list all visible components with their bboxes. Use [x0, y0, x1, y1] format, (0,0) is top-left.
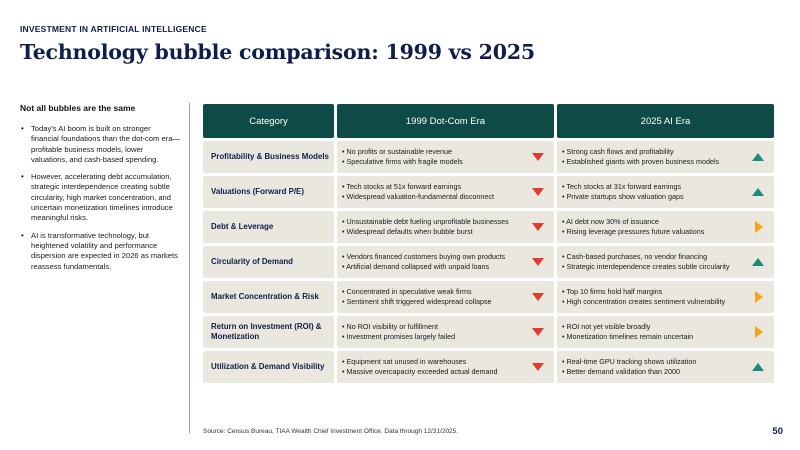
up-triangle-icon [752, 153, 764, 161]
right-triangle-icon [755, 221, 763, 233]
down-triangle-icon [532, 293, 544, 301]
header-category: Category [203, 104, 334, 138]
cell-2025: • Tech stocks at 31x forward earnings • P… [557, 176, 774, 208]
category-cell: Utilization & Demand Visibility [203, 351, 334, 383]
table-row: Utilization & Demand Visibility • Equipme… [203, 351, 774, 383]
cell-bullet: • Top 10 firms hold half margins [562, 287, 663, 297]
cell-bullet: • Sentiment shift triggered widespread c… [342, 297, 492, 306]
cell-bullet: • Equipment sat unused in warehouses [342, 357, 467, 367]
cell-bullet: • Vendors financed customers buying own … [342, 252, 506, 262]
source-note: Source: Census Bureau, TIAA Wealth Chief… [203, 428, 459, 435]
cell-bullet: • Cash-based purchases, no vendor financ… [562, 252, 708, 262]
table-header-row: Category 1999 Dot-Com Era 2025 AI Era [203, 104, 774, 138]
cell-bullet: • Monetization timelines remain uncertai… [562, 332, 694, 341]
cell-bullet: • Real-time GPU tracking shows utilizati… [562, 357, 697, 367]
cell-2025: • ROI not yet visible broadly • Monetizat… [557, 316, 774, 348]
down-triangle-icon [532, 328, 544, 336]
right-triangle-icon [755, 326, 763, 338]
up-triangle-icon [752, 363, 764, 371]
comparison-table: Category 1999 Dot-Com Era 2025 AI Era Pr… [203, 104, 774, 386]
summary-bullet: Today's AI boom is built on stronger fin… [20, 124, 180, 165]
cell-bullet: • Artificial demand collapsed with unpai… [342, 262, 490, 271]
cell-1999: • Concentrated in speculative weak firms… [337, 281, 554, 313]
cell-1999: • Tech stocks at 51x forward earnings • W… [337, 176, 554, 208]
right-triangle-icon [755, 291, 763, 303]
cell-bullet: • Strategic interdependence creates subt… [562, 262, 730, 271]
cell-1999: • Unsustainable debt fueling unprofitabl… [337, 211, 554, 243]
cell-bullet: • Rising leverage pressures future valua… [562, 227, 705, 236]
category-cell: Profitability & Business Models [203, 141, 334, 173]
cell-1999: • No ROI visibility or fulfillment • Inve… [337, 316, 554, 348]
cell-bullet: • Investment promises largely failed [342, 332, 456, 341]
category-cell: Debt & Leverage [203, 211, 334, 243]
header-2025: 2025 AI Era [557, 104, 774, 138]
cell-2025: • Top 10 firms hold half margins • High c… [557, 281, 774, 313]
table-row: Debt & Leverage • Unsustainable debt fuel… [203, 211, 774, 243]
cell-1999: • Vendors financed customers buying own … [337, 246, 554, 278]
cell-bullet: • Massive overcapacity exceeded actual d… [342, 367, 498, 376]
summary-list: Today's AI boom is built on stronger fin… [20, 124, 180, 272]
table-row: Profitability & Business Models • No prof… [203, 141, 774, 173]
cell-bullet: • ROI not yet visible broadly [562, 322, 651, 332]
cell-bullet: • Unsustainable debt fueling unprofitabl… [342, 217, 509, 227]
table-row: Valuations (Forward P/E) • Tech stocks at… [203, 176, 774, 208]
summary-bullet: AI is transformative technology, but hei… [20, 231, 180, 272]
page-title: Technology bubble comparison: 1999 vs 20… [20, 40, 535, 64]
category-cell: Return on Investment (ROI) & Monetizatio… [203, 316, 334, 348]
cell-bullet: • Tech stocks at 31x forward earnings [562, 182, 682, 192]
section-eyebrow: INVESTMENT IN ARTIFICIAL INTELLIGENCE [20, 24, 207, 34]
category-cell: Circularity of Demand [203, 246, 334, 278]
vertical-divider [189, 103, 190, 433]
summary-bullet: However, accelerating debt accumulation,… [20, 172, 180, 223]
cell-1999: • Equipment sat unused in warehouses • Ma… [337, 351, 554, 383]
cell-2025: • Strong cash flows and profitability • E… [557, 141, 774, 173]
cell-1999: • No profits or sustainable revenue • Spe… [337, 141, 554, 173]
down-triangle-icon [532, 363, 544, 371]
category-cell: Market Concentration & Risk [203, 281, 334, 313]
down-triangle-icon [532, 223, 544, 231]
cell-bullet: • Widespread defaults when bubble burst [342, 227, 473, 236]
up-triangle-icon [752, 258, 764, 266]
cell-2025: • Cash-based purchases, no vendor financ… [557, 246, 774, 278]
down-triangle-icon [532, 153, 544, 161]
cell-bullet: • Established giants with proven busines… [562, 157, 720, 166]
cell-bullet: • Widespread valuation-fundamental disco… [342, 192, 494, 201]
summary-panel: Not all bubbles are the same Today's AI … [20, 103, 180, 279]
cell-bullet: • Speculative firms with fragile models [342, 157, 463, 166]
cell-bullet: • Concentrated in speculative weak firms [342, 287, 472, 297]
cell-2025: • AI debt now 30% of issuance • Rising le… [557, 211, 774, 243]
cell-2025: • Real-time GPU tracking shows utilizati… [557, 351, 774, 383]
table-row: Market Concentration & Risk • Concentrate… [203, 281, 774, 313]
cell-bullet: • AI debt now 30% of issuance [562, 217, 659, 227]
cell-bullet: • Better demand validation than 2000 [562, 367, 680, 376]
down-triangle-icon [532, 188, 544, 196]
table-row: Circularity of Demand • Vendors financed … [203, 246, 774, 278]
table-body: Profitability & Business Models • No prof… [203, 141, 774, 383]
cell-bullet: • No ROI visibility or fulfillment [342, 322, 438, 332]
cell-bullet: • High concentration creates sentiment v… [562, 297, 726, 306]
cell-bullet: • No profits or sustainable revenue [342, 147, 452, 157]
cell-bullet: • Strong cash flows and profitability [562, 147, 674, 157]
up-triangle-icon [752, 188, 764, 196]
header-1999: 1999 Dot-Com Era [337, 104, 554, 138]
cell-bullet: • Tech stocks at 51x forward earnings [342, 182, 462, 192]
table-row: Return on Investment (ROI) & Monetizatio… [203, 316, 774, 348]
summary-heading: Not all bubbles are the same [20, 103, 136, 113]
page-number: 50 [772, 426, 783, 437]
cell-bullet: • Private startups show valuation gaps [562, 192, 684, 201]
down-triangle-icon [532, 258, 544, 266]
category-cell: Valuations (Forward P/E) [203, 176, 334, 208]
